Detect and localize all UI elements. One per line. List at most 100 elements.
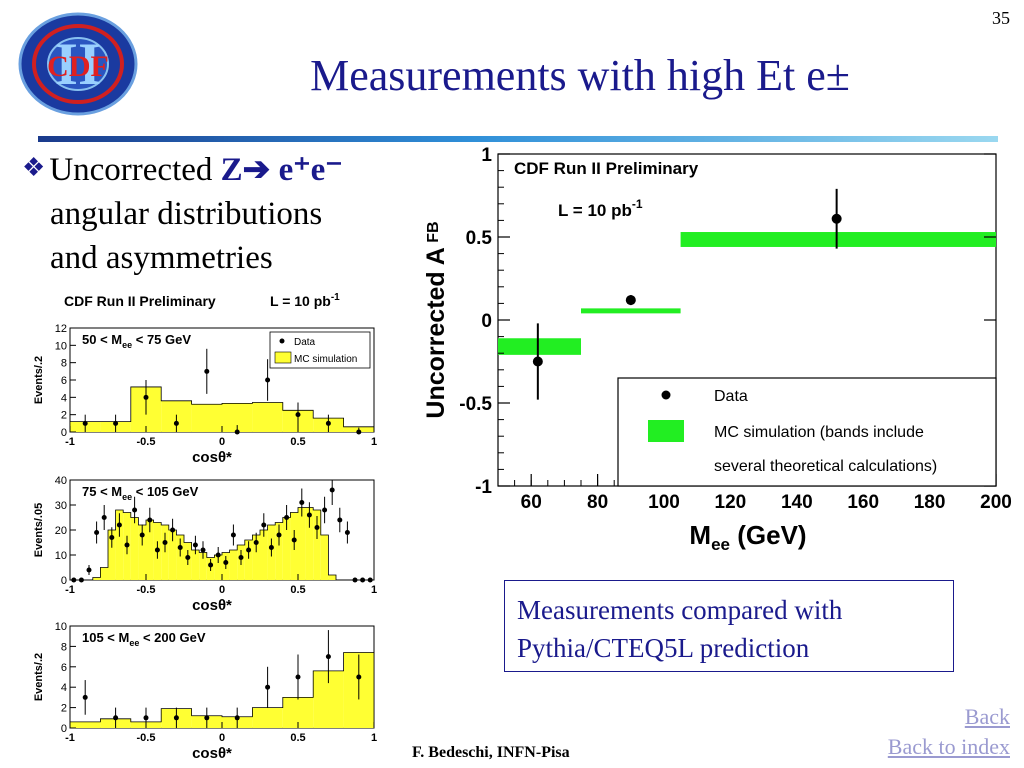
- bullet-point: ❖ Uncorrected Z➔ e⁺e⁻ angular distributio…: [22, 146, 412, 280]
- back-to-index-link[interactable]: Back to index: [887, 734, 1010, 759]
- mc-outline: [69, 386, 375, 432]
- mc-band-0: [498, 338, 581, 355]
- x-tick-label: 160: [847, 492, 879, 513]
- panel-data-point: [261, 522, 267, 528]
- panel-data-point: [94, 530, 100, 535]
- panel-data-point: [356, 429, 362, 435]
- panel-data-point: [325, 420, 331, 426]
- mc-bar: [191, 404, 222, 432]
- panel-x-tick-label: 0.5: [290, 584, 305, 596]
- x-tick-label: 100: [648, 492, 680, 513]
- panel-data-point: [329, 487, 335, 493]
- mc-bar: [244, 540, 253, 580]
- panel-data-point: [154, 547, 160, 553]
- panel-y-tick-label: 8: [61, 358, 67, 370]
- panel-range-main: 50 < M: [82, 332, 122, 347]
- bullet-line-3: and asymmetries: [50, 240, 273, 276]
- panel-data-point: [162, 540, 168, 545]
- panel-y-axis-title: Events/.05: [33, 503, 45, 557]
- cos-panel-0: 0 2 4 6 8 10 12 -1 -0.5 0 0.5 1 50 < Mee < 75 GeV Eve…: [33, 323, 377, 466]
- panel-data-point: [109, 535, 115, 540]
- x-tick-label: 180: [914, 492, 946, 513]
- panel-y-tick-label: 10: [55, 550, 67, 562]
- slide-number: 35: [992, 8, 1010, 28]
- mc-band-1: [581, 308, 681, 314]
- mc-bar: [298, 507, 306, 580]
- panel-range-tail: < 75 GeV: [132, 332, 191, 347]
- x-tick-label: 60: [521, 492, 542, 513]
- panel-y-tick-label: 4: [61, 682, 67, 694]
- y-tick-label: 0.5: [466, 228, 493, 249]
- panel-x-axis-title: cosθ*: [192, 597, 232, 614]
- chart-header: CDF Run II Preliminary: [514, 159, 699, 178]
- mc-bar: [176, 535, 184, 580]
- panel-data-point: [352, 577, 358, 583]
- panel-y-tick-label: 20: [55, 525, 67, 537]
- legend-mc-swatch: [648, 420, 684, 442]
- panel-data-point: [325, 654, 331, 660]
- panels-lumi: L = 10 pb-1: [270, 292, 340, 309]
- y-tick-label: -1: [475, 477, 492, 498]
- panel-range-sub: ee: [129, 638, 139, 648]
- panel-data-point: [299, 500, 305, 505]
- y-tick-label: 0: [481, 311, 492, 332]
- panel-data-point: [268, 545, 274, 550]
- mc-bar: [115, 510, 124, 580]
- panel-y-tick-label: 8: [61, 641, 67, 653]
- panel-data-point: [113, 420, 119, 426]
- panel-range-label: 50 < Mee < 75 GeV: [82, 332, 191, 350]
- panels-header: CDF Run II Preliminary: [64, 293, 216, 309]
- panel-data-point: [337, 517, 343, 523]
- legend-mc-label-2: several theoretical calculations): [714, 458, 937, 475]
- panel-y-tick-label: 0: [61, 575, 67, 587]
- mc-bar: [282, 517, 291, 580]
- panel-data-point: [314, 525, 320, 530]
- panel-data-point: [143, 715, 149, 721]
- panel-data-point: [78, 577, 84, 583]
- panel-data-point: [234, 715, 240, 721]
- mc-bar: [146, 520, 154, 580]
- footer-author: F. Bedeschi, INFN-Pisa: [412, 744, 570, 761]
- panel-data-point: [215, 552, 221, 558]
- title-divider: [38, 136, 998, 142]
- panel-data-point: [356, 674, 362, 680]
- mc-bar: [275, 522, 283, 580]
- panel-x-tick-label: -1: [65, 584, 75, 596]
- panel-y-axis-title: Events/.2: [33, 653, 45, 701]
- panel-data-point: [344, 530, 350, 535]
- cos-panel-1: 0 10 20 30 40 -1 -0.5 0 0.5 1 75 < Mee < 105 GeV Ev…: [33, 475, 377, 614]
- panel-data-point: [238, 555, 244, 560]
- y-axis-title: Uncorrected A FB: [422, 221, 450, 418]
- mc-bar: [252, 402, 283, 432]
- panel-range-label: 75 < Mee < 105 GeV: [82, 484, 199, 502]
- panel-data-point: [82, 420, 88, 426]
- panel-y-tick-label: 40: [55, 475, 67, 487]
- panel-y-axis-title: Events/.2: [33, 356, 45, 404]
- panel-x-tick-label: 0.5: [290, 732, 305, 744]
- callout-line-2: Pythia/CTEQ5L prediction: [517, 633, 810, 663]
- mc-bar: [168, 530, 177, 580]
- lumi-text: L = 10 pb: [558, 201, 632, 220]
- legend-data-label: Data: [714, 388, 748, 405]
- panel-x-tick-label: 0: [219, 584, 225, 596]
- panel-y-tick-label: 12: [55, 323, 67, 335]
- y-tick-label: -0.5: [459, 394, 492, 415]
- panel-data-point: [147, 517, 153, 523]
- slide-title: Measurements with high Et e±: [310, 51, 850, 100]
- mc-bar: [313, 510, 321, 580]
- panel-data-point: [367, 577, 373, 583]
- panel-data-point: [284, 515, 290, 520]
- x-tick-label: 120: [715, 492, 747, 513]
- back-link[interactable]: Back: [964, 704, 1010, 729]
- panel-range-main: 75 < M: [82, 484, 122, 499]
- panel-y-tick-label: 30: [55, 500, 67, 512]
- bullet-ee: e⁺e⁻: [270, 152, 343, 188]
- panel-x-tick-label: 1: [371, 436, 377, 448]
- panel-data-point: [265, 684, 271, 690]
- panel-range-sub: ee: [122, 340, 132, 350]
- panel-data-point: [200, 547, 206, 553]
- callout-box: Measurements compared with Pythia/CTEQ5L…: [504, 580, 954, 672]
- panel-legend-mc-swatch: [274, 351, 292, 364]
- mc-bar: [252, 535, 260, 580]
